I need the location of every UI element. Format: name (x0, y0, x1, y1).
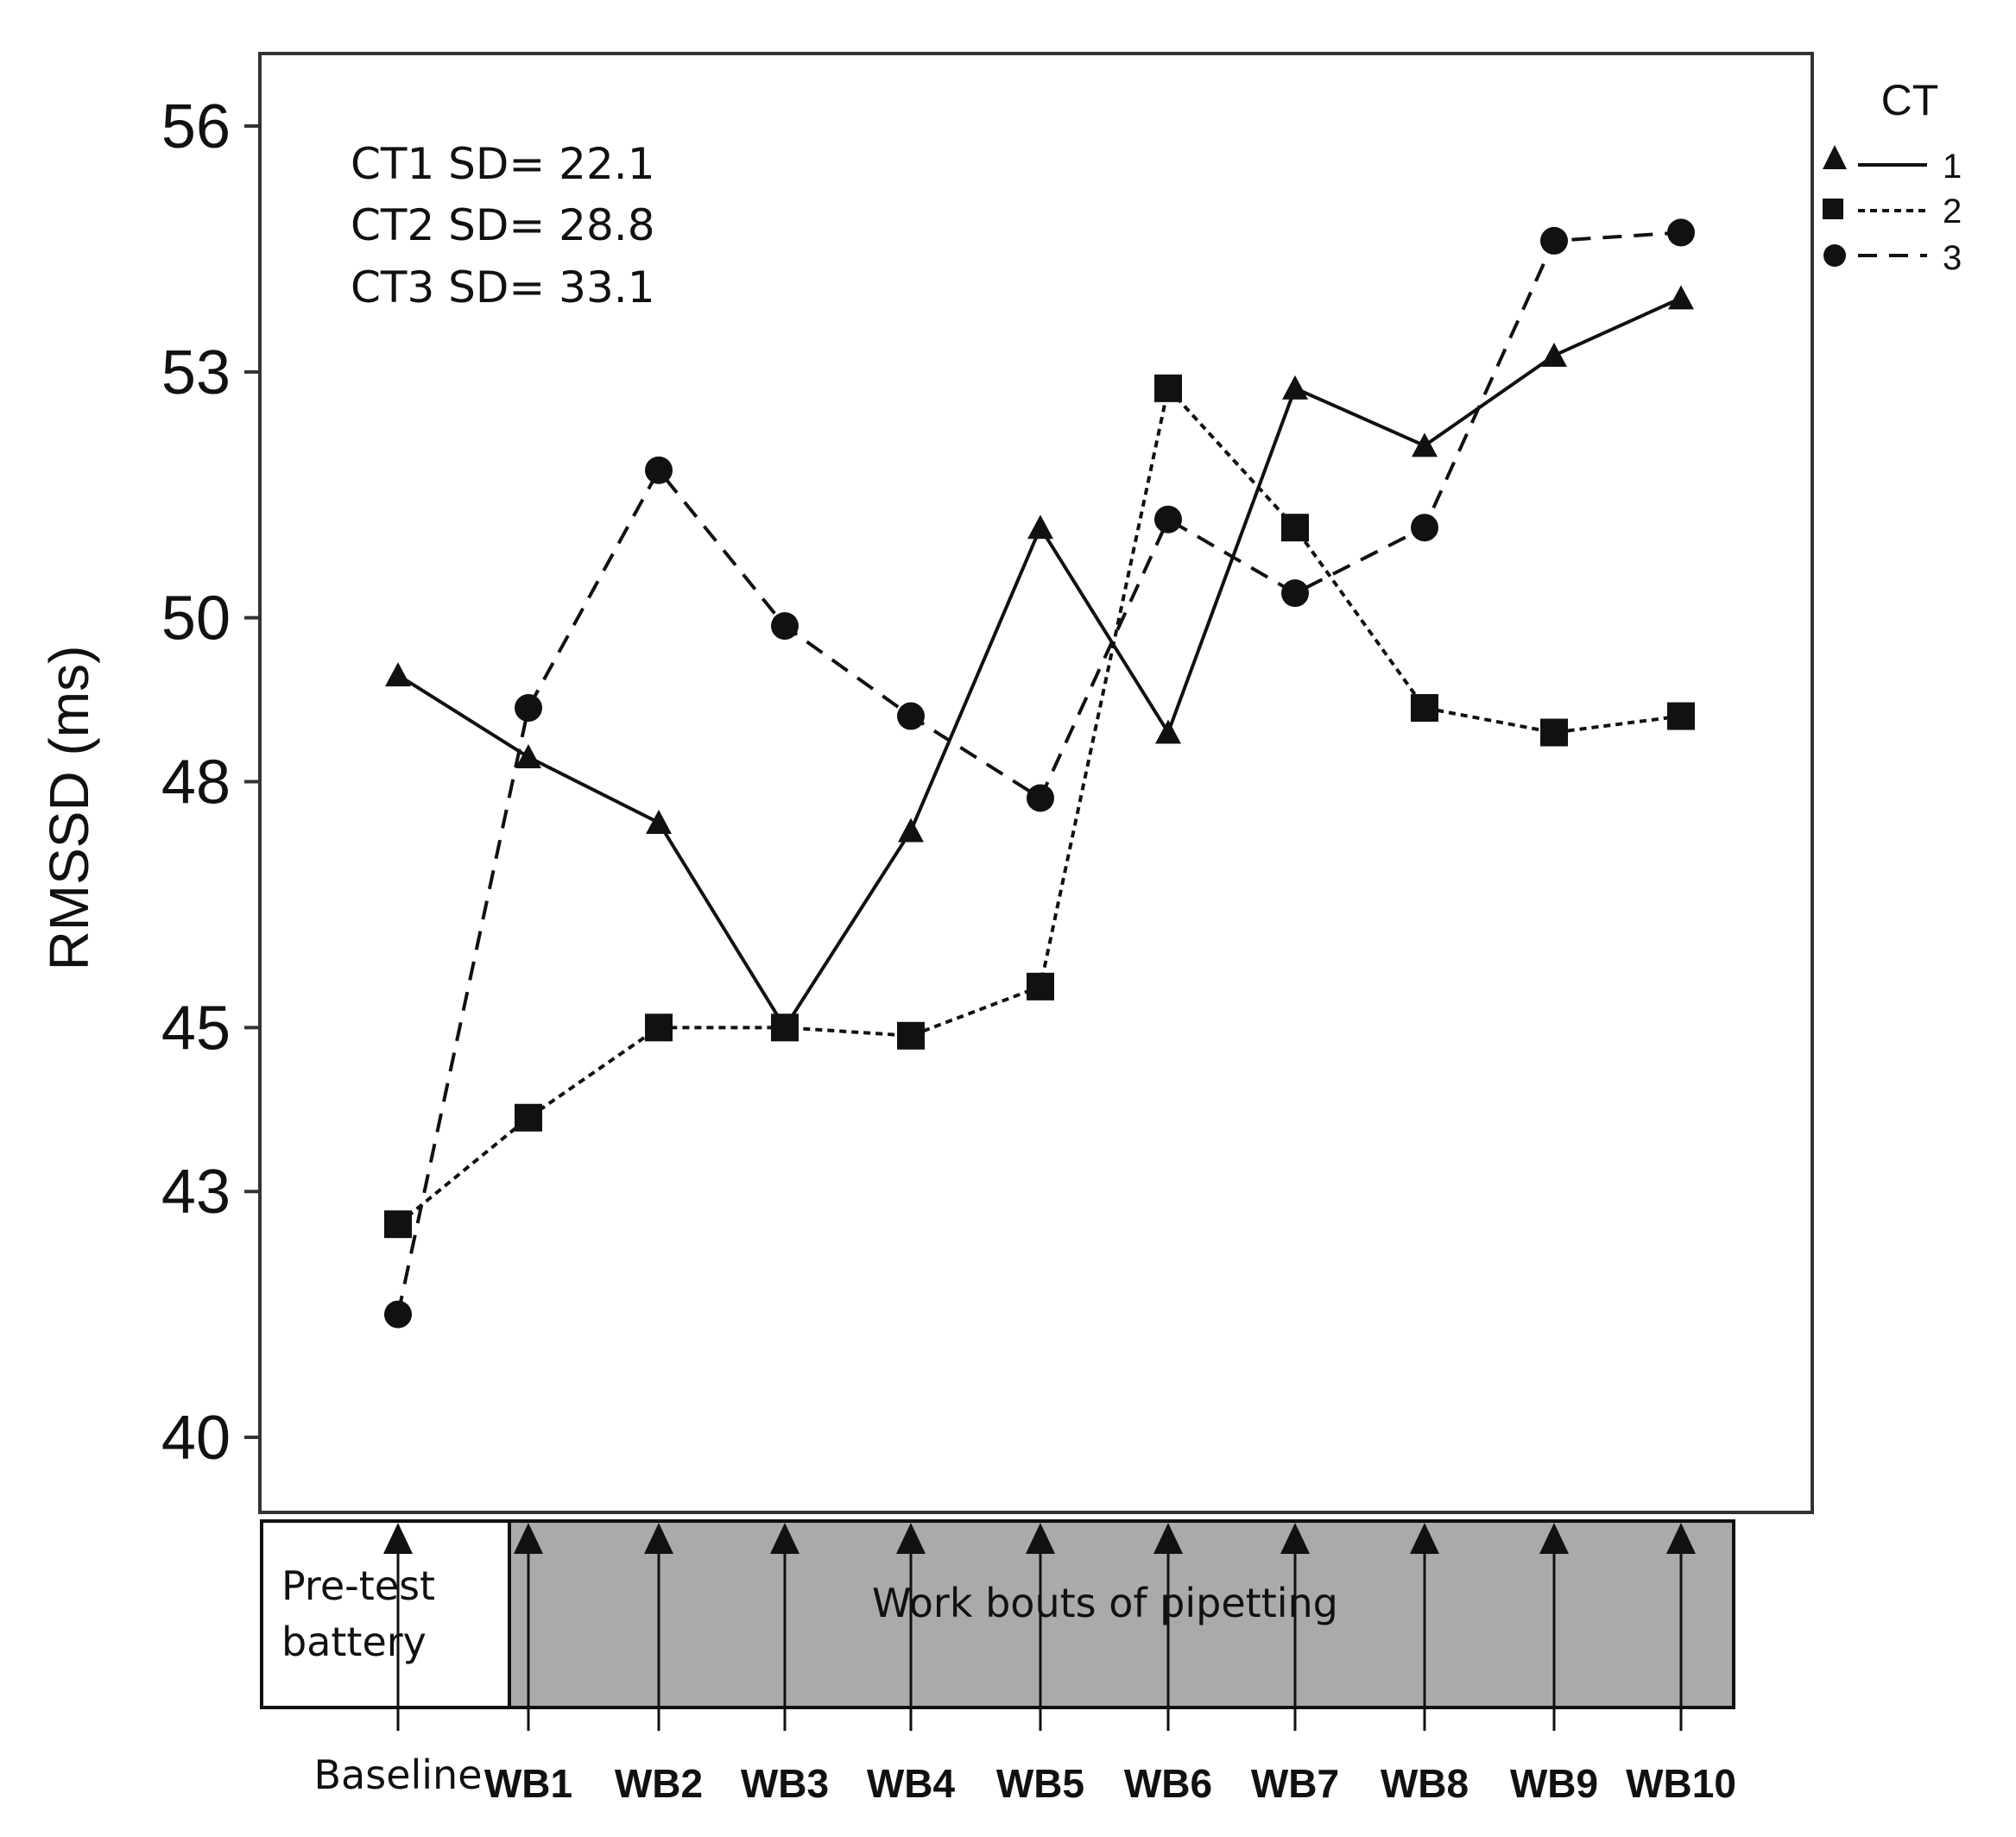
series-ct3-point-wb6 (1154, 505, 1182, 533)
series-ct3-point-wb10 (1667, 218, 1695, 247)
phase-arrow-head (1539, 1523, 1569, 1554)
series-ct1-point-wb6 (1155, 719, 1181, 744)
series-ct2-point-wb9 (1540, 718, 1568, 747)
annotation-ct1-sd: CT1 SD= 22.1 (351, 139, 655, 189)
phase-arrow-head (1280, 1523, 1310, 1554)
series-ct1-point-wb4 (898, 817, 924, 843)
y-tick-label: 48 (161, 748, 231, 817)
series-ct1-point-wb7 (1282, 375, 1308, 400)
y-tick-label: 40 (161, 1404, 231, 1473)
series-ct1-point-wb8 (1412, 432, 1438, 458)
legend-marker-circle (1823, 244, 1846, 267)
pretest-label-line2: battery (281, 1619, 427, 1665)
series-ct2-point-baseline (384, 1210, 412, 1239)
series-ct2-point-wb3 (771, 1013, 799, 1042)
phase-arrow-head (383, 1523, 413, 1554)
series-ct3-point-wb4 (897, 702, 925, 730)
legend: CT 1 2 3 (1823, 76, 1962, 277)
phase-arrows (383, 1523, 1696, 1731)
x-category-label-wb1: WB1 (484, 1761, 572, 1806)
series-ct1-point-wb10 (1668, 285, 1694, 310)
x-category-label-wb3: WB3 (741, 1761, 829, 1806)
y-tick-label: 43 (161, 1158, 231, 1227)
series-ct2-point-wb5 (1027, 972, 1054, 1001)
x-category-label-wb7: WB7 (1251, 1761, 1339, 1806)
phase-arrow-head (1026, 1523, 1055, 1554)
phase-arrow-head (1666, 1523, 1696, 1554)
work-bouts-box (508, 1519, 1735, 1709)
series-ct1-point-wb5 (1027, 514, 1053, 540)
series-ct1-point-baseline (385, 662, 411, 687)
x-category-label-wb5: WB5 (996, 1761, 1084, 1806)
series-ct3-point-wb5 (1027, 784, 1054, 812)
series-ct1-point-wb2 (646, 809, 672, 834)
phase-arrow-head (514, 1523, 543, 1554)
x-category-label-wb9: WB9 (1510, 1761, 1598, 1806)
x-category-label-wb4: WB4 (867, 1761, 956, 1806)
phase-arrow-head (644, 1523, 673, 1554)
y-tick-label: 56 (161, 92, 231, 161)
work-bouts-label: Work bouts of pipetting (872, 1580, 1338, 1626)
series-ct3-point-wb1 (515, 694, 542, 723)
y-axis-title: RMSSD (ms) (38, 646, 100, 971)
series-ct3-point-baseline (384, 1300, 412, 1329)
pretest-label-line1: Pre-test (281, 1562, 435, 1609)
plot-area (258, 52, 1814, 1514)
series-ct2-point-wb4 (897, 1021, 925, 1050)
phase-arrow-head (1153, 1523, 1183, 1554)
legend-marker-square (1823, 199, 1843, 219)
y-tick-label: 50 (161, 584, 231, 653)
annotation-ct3-sd: CT3 SD= 33.1 (351, 262, 655, 312)
annotation-ct2-sd: CT2 SD= 28.8 (351, 200, 655, 250)
legend-marker-triangle (1823, 145, 1847, 169)
phase-panel: Pre-test battery Work bouts of pipetting (260, 1519, 1735, 1731)
series-ct2-point-wb10 (1667, 702, 1695, 730)
series-ct3-point-wb7 (1281, 579, 1309, 608)
pretest-box (260, 1519, 511, 1709)
series-ct3-point-wb2 (645, 456, 673, 484)
x-category-label-wb8: WB8 (1381, 1761, 1469, 1806)
phase-arrow-head (1410, 1523, 1439, 1554)
x-category-label-baseline: Baseline (313, 1752, 482, 1798)
sd-annotations: CT1 SD= 22.1 CT2 SD= 28.8 CT3 SD= 33.1 (351, 139, 655, 312)
series-ct1-point-wb9 (1541, 342, 1567, 367)
y-tick-label: 53 (161, 338, 231, 407)
x-category-label-wb10: WB10 (1626, 1761, 1736, 1806)
x-category-label-wb2: WB2 (615, 1761, 703, 1806)
series-layer (384, 218, 1695, 1329)
x-category-label-wb6: WB6 (1124, 1761, 1212, 1806)
x-categories: Baseline WB1 WB2 WB3 WB4 WB5 WB6 WB7 WB8 WB9 WB10 (313, 1752, 1735, 1806)
series-ct2-point-wb1 (515, 1103, 542, 1132)
phase-arrow-head (770, 1523, 799, 1554)
phase-arrow-head (896, 1523, 926, 1554)
series-ct2-point-wb7 (1281, 514, 1309, 542)
series-ct3-point-wb9 (1540, 226, 1568, 255)
legend-title: CT (1881, 76, 1939, 124)
series-ct2-point-wb2 (645, 1013, 673, 1042)
legend-label-2: 2 (1943, 193, 1962, 230)
series-ct3-point-wb3 (771, 612, 799, 641)
series-ct3-point-wb8 (1411, 514, 1438, 542)
legend-label-3: 3 (1943, 239, 1962, 277)
y-tick-label: 45 (161, 994, 231, 1063)
y-axis: 56 53 50 48 45 43 40 (161, 92, 260, 1473)
legend-label-1: 1 (1943, 148, 1962, 186)
series-ct2-point-wb6 (1154, 374, 1182, 402)
series-ct1-point-wb1 (515, 744, 541, 769)
series-ct2-point-wb8 (1411, 694, 1438, 723)
